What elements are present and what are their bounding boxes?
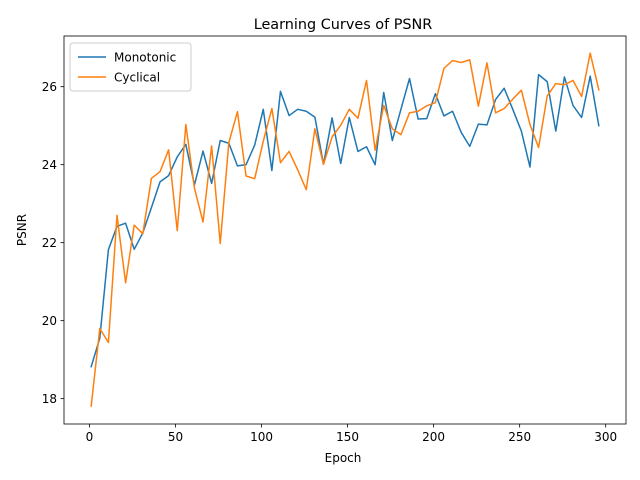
- x-tick-label: 100: [250, 430, 273, 444]
- x-axis: 0 50 100 150 200 250 300: [86, 424, 617, 444]
- y-axis: 18 20 22 24 26: [42, 80, 64, 406]
- x-tick-label: 150: [336, 430, 359, 444]
- y-tick-label: 22: [42, 236, 57, 250]
- y-axis-label: PSNR: [15, 214, 29, 246]
- y-tick-label: 18: [42, 392, 57, 406]
- y-tick-label: 20: [42, 314, 57, 328]
- series-line-cyclical: [90, 52, 600, 407]
- x-tick-label: 250: [508, 430, 531, 444]
- x-tick-label: 50: [168, 430, 183, 444]
- legend-label-cyclical: Cyclical: [114, 70, 160, 84]
- y-tick-label: 24: [42, 158, 57, 172]
- x-tick-label: 0: [86, 430, 94, 444]
- series-line-monotonic: [90, 73, 600, 368]
- y-tick-label: 26: [42, 80, 57, 94]
- x-axis-label: Epoch: [325, 451, 362, 465]
- legend-box: [69, 42, 192, 92]
- plot-area: [63, 35, 627, 425]
- chart-title: Learning Curves of PSNR: [254, 17, 433, 33]
- legend: Monotonic Cyclical: [69, 42, 192, 92]
- x-tick-label: 300: [594, 430, 617, 444]
- axes-frame: [63, 35, 627, 425]
- legend-label-monotonic: Monotonic: [114, 50, 176, 64]
- x-tick-label: 200: [422, 430, 445, 444]
